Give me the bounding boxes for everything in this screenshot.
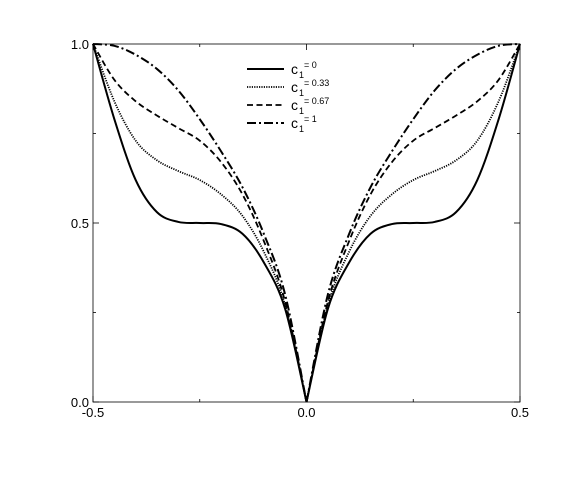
legend-subscript-2: 1 (299, 88, 304, 98)
legend-label-1: c (291, 61, 298, 77)
series-line-3-left (92, 43, 308, 403)
legend-label-2: c (291, 79, 298, 95)
legend-value-2: = 0.33 (304, 78, 329, 88)
legend-subscript-1: 1 (299, 70, 304, 80)
y-tick-label: 1.0 (71, 37, 89, 52)
x-tick-label: 0.0 (297, 405, 315, 420)
x-tick-label: -0.5 (82, 405, 104, 420)
series-line-1-right (305, 43, 521, 403)
series-line-3-right (305, 43, 521, 403)
legend-label-3: c (291, 97, 298, 113)
legend-label-4: c (291, 115, 298, 131)
legend-value-4: = 1 (304, 114, 317, 124)
series-line-4-left (92, 43, 308, 403)
y-tick-label: 0.0 (71, 395, 89, 410)
legend-value-1: = 0 (304, 60, 317, 70)
legend-subscript-3: 1 (299, 106, 304, 116)
y-tick-label: 0.5 (71, 216, 89, 231)
series-line-2-left (92, 43, 308, 403)
series-line-1-left (92, 43, 308, 403)
axis-tick-labels: -0.5 0.0 0.50.00.51.0 (71, 37, 529, 420)
legend-subscript-4: 1 (299, 124, 304, 134)
legend-value-3: = 0.67 (304, 96, 329, 106)
series-lines (92, 43, 521, 403)
x-tick-label: 0.5 (511, 405, 529, 420)
series-line-2-right (305, 43, 521, 403)
series-line-4-right (305, 43, 521, 403)
